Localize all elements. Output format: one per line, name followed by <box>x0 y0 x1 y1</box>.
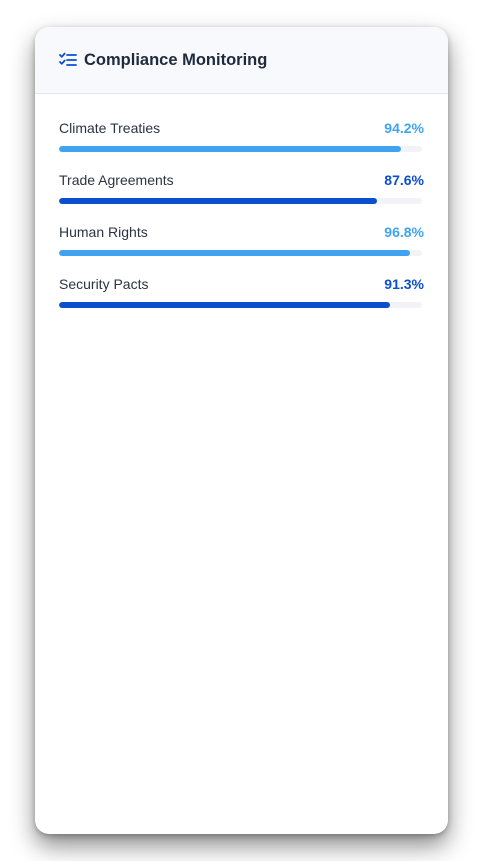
item-label: Security Pacts <box>59 276 149 292</box>
list-item: Human Rights 96.8% <box>59 222 424 274</box>
progress-track <box>59 146 422 152</box>
list-item: Security Pacts 91.3% <box>59 274 424 326</box>
item-value: 91.3% <box>384 276 424 292</box>
progress-track <box>59 302 422 308</box>
progress-track <box>59 198 422 204</box>
progress-fill <box>59 198 377 204</box>
item-label: Human Rights <box>59 224 148 240</box>
progress-fill <box>59 250 411 256</box>
item-value: 96.8% <box>384 224 424 240</box>
item-value: 94.2% <box>384 120 424 136</box>
list-item: Climate Treaties 94.2% <box>59 118 424 170</box>
checklist-icon <box>59 52 77 66</box>
item-label: Climate Treaties <box>59 120 161 136</box>
item-label: Trade Agreements <box>59 172 174 188</box>
compliance-monitoring-card: Compliance Monitoring Climate Treaties 9… <box>35 27 448 834</box>
progress-fill <box>59 146 401 152</box>
item-value: 87.6% <box>384 172 424 188</box>
progress-fill <box>59 302 391 308</box>
compliance-list: Climate Treaties 94.2% Trade Agreements … <box>35 94 448 326</box>
card-title: Compliance Monitoring <box>84 50 268 69</box>
list-item: Trade Agreements 87.6% <box>59 170 424 222</box>
progress-track <box>59 250 422 256</box>
card-header: Compliance Monitoring <box>35 27 448 94</box>
